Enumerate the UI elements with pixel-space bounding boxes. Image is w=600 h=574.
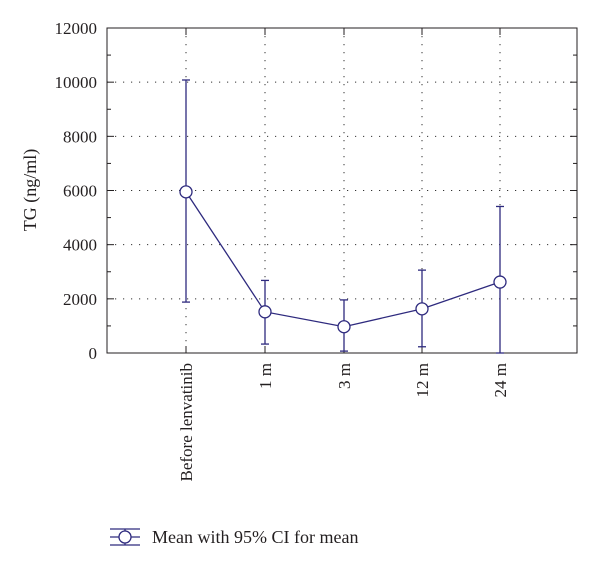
data-point-5	[493, 205, 507, 354]
data-point-3	[337, 299, 351, 352]
data-point-2	[258, 279, 272, 345]
data-series	[179, 79, 507, 354]
y-tick-label: 8000	[63, 127, 97, 146]
x-tick-label: 3 m	[335, 363, 354, 389]
x-tick-label: 1 m	[256, 363, 275, 389]
grid-lines	[107, 28, 577, 353]
y-tick-label: 12000	[55, 19, 98, 38]
plot-frame	[106, 27, 578, 354]
data-point-1	[179, 79, 193, 303]
data-point-4	[415, 269, 429, 348]
mean-marker	[493, 275, 507, 289]
legend: Mean with 95% CI for mean	[110, 527, 358, 547]
y-tick-label: 10000	[55, 73, 98, 92]
x-tick-label: 24 m	[491, 363, 510, 397]
mean-marker	[258, 305, 272, 319]
x-tick-label: Before lenvatinib	[177, 363, 196, 482]
series-line	[185, 191, 501, 328]
x-tick-label: 12 m	[413, 363, 432, 397]
legend-marker	[118, 530, 132, 544]
y-tick-label: 2000	[63, 290, 97, 309]
y-tick-label: 0	[89, 344, 98, 363]
x-tick-labels: Before lenvatinib 1 m 3 m 12 m 24 m	[177, 363, 510, 482]
mean-marker	[179, 185, 193, 199]
mean-marker	[337, 320, 351, 334]
legend-label: Mean with 95% CI for mean	[152, 527, 358, 547]
y-tick-label: 6000	[63, 182, 97, 201]
y-axis-label: TG (ng/ml)	[20, 149, 41, 232]
axis-ticks	[107, 27, 577, 354]
y-tick-labels: 0 2000 4000 6000 8000 10000 12000	[55, 19, 98, 363]
y-tick-label: 4000	[63, 236, 97, 255]
mean-marker	[415, 302, 429, 316]
